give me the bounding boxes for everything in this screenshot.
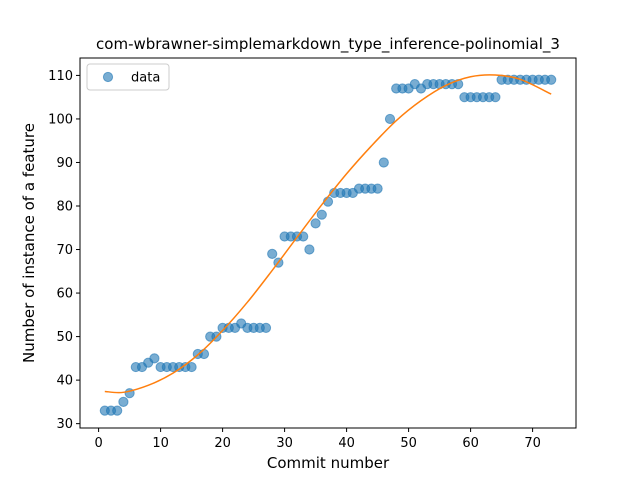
x-tick-label: 30 <box>276 436 293 451</box>
x-tick-label: 50 <box>400 436 417 451</box>
y-tick-label: 40 <box>56 374 73 389</box>
x-tick-label: 0 <box>94 436 102 451</box>
data-point <box>186 361 197 373</box>
axes-frame <box>79 57 577 429</box>
chart-title: com-wbrawner-simplemarkdown_type_inferen… <box>96 35 560 54</box>
y-tick-label: 100 <box>48 112 73 127</box>
data-point <box>304 244 315 255</box>
y-tick-label: 90 <box>56 156 73 171</box>
y-tick-label: 30 <box>56 417 73 432</box>
data-point <box>260 322 272 333</box>
y-axis: 30 40 50 60 70 80 90 100 110 <box>48 69 80 432</box>
data-point <box>372 183 383 194</box>
fit-line <box>104 74 552 394</box>
data-point <box>149 353 160 364</box>
data-point <box>112 405 123 416</box>
data-point <box>118 396 129 407</box>
legend: data <box>86 63 170 91</box>
y-tick-label: 80 <box>56 200 73 215</box>
y-tick-label: 70 <box>56 243 73 258</box>
data-point <box>316 209 327 220</box>
data-point <box>546 74 557 85</box>
x-tick-label: 10 <box>152 436 169 451</box>
data-point <box>298 231 309 242</box>
data-point <box>310 218 321 229</box>
x-tick-label: 20 <box>214 436 231 451</box>
x-axis: 0 10 20 30 40 50 60 70 <box>94 428 541 451</box>
plot-area <box>99 74 557 416</box>
data-point <box>490 92 501 103</box>
x-tick-label: 70 <box>524 436 541 451</box>
data-point <box>198 348 210 360</box>
legend-label-data: data <box>131 71 160 86</box>
data-point <box>267 248 278 259</box>
legend-box <box>86 63 170 91</box>
y-axis-label: Number of instance of a feature <box>20 123 38 363</box>
x-tick-label: 60 <box>462 436 479 451</box>
y-tick-label: 60 <box>56 287 73 302</box>
data-point <box>378 157 389 168</box>
y-tick-label: 50 <box>56 330 73 345</box>
y-tick-label: 110 <box>48 69 73 84</box>
x-axis-label: Commit number <box>267 454 390 472</box>
data-point <box>384 113 396 125</box>
x-tick-label: 40 <box>338 436 355 451</box>
legend-marker-data <box>102 71 114 83</box>
